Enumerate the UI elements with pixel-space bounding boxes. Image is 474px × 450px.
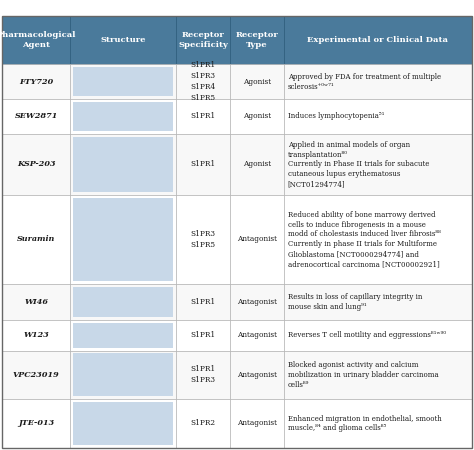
Text: Reverses T cell motility and eggressions⁸¹ʷ⁹⁰: Reverses T cell motility and eggressions… [288, 331, 446, 339]
Bar [73, 287, 173, 317]
Text: Agonist: Agonist [243, 160, 271, 168]
Bar [73, 353, 173, 396]
Text: Antagonist: Antagonist [237, 298, 277, 306]
Bar [284, 284, 472, 320]
Bar [2, 284, 71, 320]
Bar [2, 195, 71, 284]
Bar [71, 64, 176, 99]
Bar [71, 351, 176, 399]
Text: VPC23019: VPC23019 [13, 371, 60, 379]
Bar [230, 399, 284, 448]
Bar [284, 399, 472, 448]
Text: FTY720: FTY720 [19, 78, 54, 86]
Text: KSP-203: KSP-203 [17, 160, 56, 168]
Text: Enhanced migration in endothelial, smooth
muscle,⁸⁴ and glioma cells⁸⁵: Enhanced migration in endothelial, smoot… [288, 414, 441, 432]
Bar [73, 198, 173, 281]
Text: Blocked agonist activity and calcium
mobilization in urinary bladder carcinoma
c: Blocked agonist activity and calcium mob… [288, 361, 438, 389]
Text: Structure: Structure [100, 36, 146, 44]
Bar [2, 16, 71, 64]
Bar [73, 102, 173, 131]
Text: Pharmacological
Agent: Pharmacological Agent [0, 32, 76, 49]
Text: S1PR2: S1PR2 [191, 419, 216, 428]
Bar [73, 402, 173, 445]
Text: Antagonist: Antagonist [237, 331, 277, 339]
Text: Agonist: Agonist [243, 78, 271, 86]
Text: S1PR1: S1PR1 [191, 160, 216, 168]
Bar [71, 134, 176, 195]
Bar [230, 134, 284, 195]
Text: SEW2871: SEW2871 [15, 112, 58, 121]
Bar [71, 399, 176, 448]
Bar [284, 195, 472, 284]
Text: W123: W123 [23, 331, 49, 339]
Bar [176, 64, 230, 99]
Bar [2, 351, 71, 399]
Text: Induces lymphocytopenia⁵¹: Induces lymphocytopenia⁵¹ [288, 112, 384, 121]
Bar [176, 351, 230, 399]
Text: Antagonist: Antagonist [237, 371, 277, 379]
Text: S1PR1: S1PR1 [191, 112, 216, 121]
Bar [284, 134, 472, 195]
Bar [230, 320, 284, 351]
Bar [2, 64, 71, 99]
Text: Antagonist: Antagonist [237, 419, 277, 428]
Bar [284, 64, 472, 99]
Text: S1PR1: S1PR1 [191, 298, 216, 306]
Text: Applied in animal models of organ
transplantation⁸⁰
Currently in Phase II trials: Applied in animal models of organ transp… [288, 141, 429, 188]
Bar [230, 16, 284, 64]
Bar [73, 67, 173, 96]
Bar [284, 16, 472, 64]
Bar [230, 99, 284, 134]
Text: Reduced ability of bone marrowy derived
cells to induce fibrogenesis in a mouse
: Reduced ability of bone marrowy derived … [288, 211, 441, 268]
Bar [230, 64, 284, 99]
Bar [176, 134, 230, 195]
Bar [176, 16, 230, 64]
Text: JTE-013: JTE-013 [18, 419, 55, 428]
Text: WI46: WI46 [24, 298, 48, 306]
Bar [176, 399, 230, 448]
Bar [176, 99, 230, 134]
Text: Antagonist: Antagonist [237, 235, 277, 243]
Bar [230, 284, 284, 320]
Text: Agonist: Agonist [243, 112, 271, 121]
Text: S1PR1: S1PR1 [191, 331, 216, 339]
Bar [284, 99, 472, 134]
Bar [284, 351, 472, 399]
Bar [230, 195, 284, 284]
Bar [2, 134, 71, 195]
Bar [71, 320, 176, 351]
Bar [73, 323, 173, 348]
Bar [176, 195, 230, 284]
Bar [2, 399, 71, 448]
Text: S1PR1
S1PR3
S1PR4
S1PR5: S1PR1 S1PR3 S1PR4 S1PR5 [191, 61, 216, 102]
Text: Receptor
Type: Receptor Type [236, 32, 278, 49]
Bar [73, 136, 173, 192]
Text: Suramin: Suramin [17, 235, 55, 243]
Bar [2, 99, 71, 134]
Bar [71, 99, 176, 134]
Bar [176, 284, 230, 320]
Bar [176, 320, 230, 351]
Text: Approved by FDA for treatment of multiple
sclerosis⁺⁰ʷ⁷¹: Approved by FDA for treatment of multipl… [288, 73, 441, 90]
Bar [71, 284, 176, 320]
Text: Experimental or Clinical Data: Experimental or Clinical Data [307, 36, 448, 44]
Text: Results in loss of capillary integrity in
mouse skin and lung⁹¹: Results in loss of capillary integrity i… [288, 293, 422, 311]
Bar [230, 351, 284, 399]
Bar [71, 195, 176, 284]
Bar [71, 16, 176, 64]
Text: S1PR1
S1PR3: S1PR1 S1PR3 [191, 365, 216, 384]
Text: S1PR3
S1PR5: S1PR3 S1PR5 [191, 230, 216, 249]
Text: Receptor
Specificity: Receptor Specificity [178, 32, 228, 49]
Bar [284, 320, 472, 351]
Bar [2, 320, 71, 351]
